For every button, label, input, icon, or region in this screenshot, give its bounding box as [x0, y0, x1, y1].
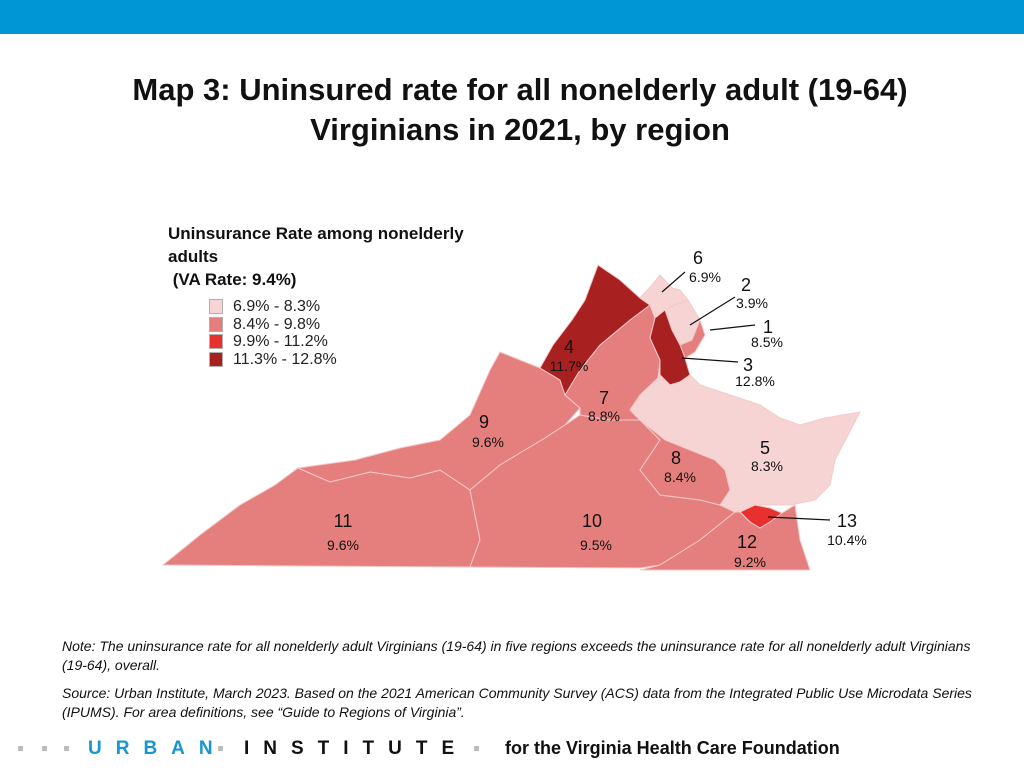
leader-line-1 [709, 324, 756, 331]
region-12-rate: 9.2% [734, 554, 766, 570]
region-6-number: 6 [693, 248, 703, 268]
region-4-number: 4 [564, 337, 574, 357]
region-13-number: 13 [837, 511, 857, 531]
legend-label: 11.3% - 12.8% [233, 350, 337, 368]
legend-title-line-3: (VA Rate: 9.4%) [168, 270, 297, 289]
legend-item: 6.9% - 8.3% [209, 298, 369, 316]
region-7-number: 7 [599, 388, 609, 408]
legend-item: 9.9% - 11.2% [209, 333, 369, 351]
region-9-number: 9 [479, 412, 489, 432]
legend-title-line-2: adults [168, 247, 219, 266]
region-2-number: 2 [741, 275, 751, 295]
region-6-rate: 6.9% [689, 269, 721, 285]
region-11-rate: 9.6% [327, 537, 359, 553]
title-line-1: Map 3: Uninsured rate for all nonelderly… [132, 72, 908, 107]
legend-title-line-1: Uninsurance Rate among nonelderly [168, 224, 464, 243]
region-8-shape [639, 419, 731, 506]
title-line-2: Virginians in 2021, by region [310, 112, 730, 147]
region-4-rate: 11.7% [550, 358, 589, 374]
region-13-rate: 10.4% [827, 532, 867, 548]
region-1-rate: 8.5% [751, 334, 783, 350]
region-2-rate: 3.9% [736, 295, 768, 311]
legend-swatch [209, 299, 223, 315]
legend-label: 6.9% - 8.3% [233, 298, 321, 316]
region-9-rate: 9.6% [472, 434, 504, 450]
region-3-number: 3 [743, 355, 753, 375]
region-5-rate: 8.3% [751, 458, 783, 474]
leader-line-6 [661, 271, 686, 293]
notes: Note: The uninsurance rate for all nonel… [62, 637, 982, 731]
page-title: Map 3: Uninsured rate for all nonelderly… [60, 70, 980, 150]
source-text: Source: Urban Institute, March 2023. Bas… [62, 685, 972, 720]
footer-dot [42, 746, 47, 751]
footer-dot [474, 746, 479, 751]
region-8-rate: 8.4% [664, 469, 696, 485]
region-1-number: 1 [763, 317, 773, 337]
footer-dot [18, 746, 23, 751]
institute-logo-text: INSTITUTE [244, 738, 469, 759]
region-11-shape [161, 467, 481, 568]
region-8-number: 8 [671, 448, 681, 468]
footer-dot [64, 746, 69, 751]
leader-line-3 [681, 357, 739, 363]
legend-swatch [209, 351, 223, 367]
region-11-number: 11 [334, 511, 353, 531]
leader-line-13 [767, 516, 831, 521]
header-bar [0, 0, 1024, 34]
legend-swatch [209, 316, 223, 332]
region-10-rate: 9.5% [580, 537, 612, 553]
note-text: Note: The uninsurance rate for all nonel… [62, 638, 971, 673]
urban-logo-text: URBAN [88, 738, 227, 759]
footer-tagline: for the Virginia Health Care Foundation [505, 738, 840, 758]
region-12-shape [639, 504, 811, 571]
legend-item: 8.4% - 9.8% [209, 316, 369, 334]
region-3-rate: 12.8% [735, 373, 775, 389]
legend-label: 9.9% - 11.2% [233, 333, 328, 351]
leader-line-2 [689, 296, 736, 326]
region-7-rate: 8.8% [588, 408, 620, 424]
region-5-number: 5 [760, 438, 770, 458]
legend-swatch [209, 334, 223, 350]
legend-item: 11.3% - 12.8% [209, 351, 369, 369]
legend-title: Uninsurance Rate among nonelderly adults… [168, 222, 528, 291]
legend: 6.9% - 8.3% 8.4% - 9.8% 9.9% - 11.2% 11.… [209, 298, 369, 368]
region-10-number: 10 [582, 511, 602, 531]
footer-dot [218, 746, 223, 751]
legend-label: 8.4% - 9.8% [233, 315, 321, 333]
region-12-number: 12 [737, 532, 757, 552]
